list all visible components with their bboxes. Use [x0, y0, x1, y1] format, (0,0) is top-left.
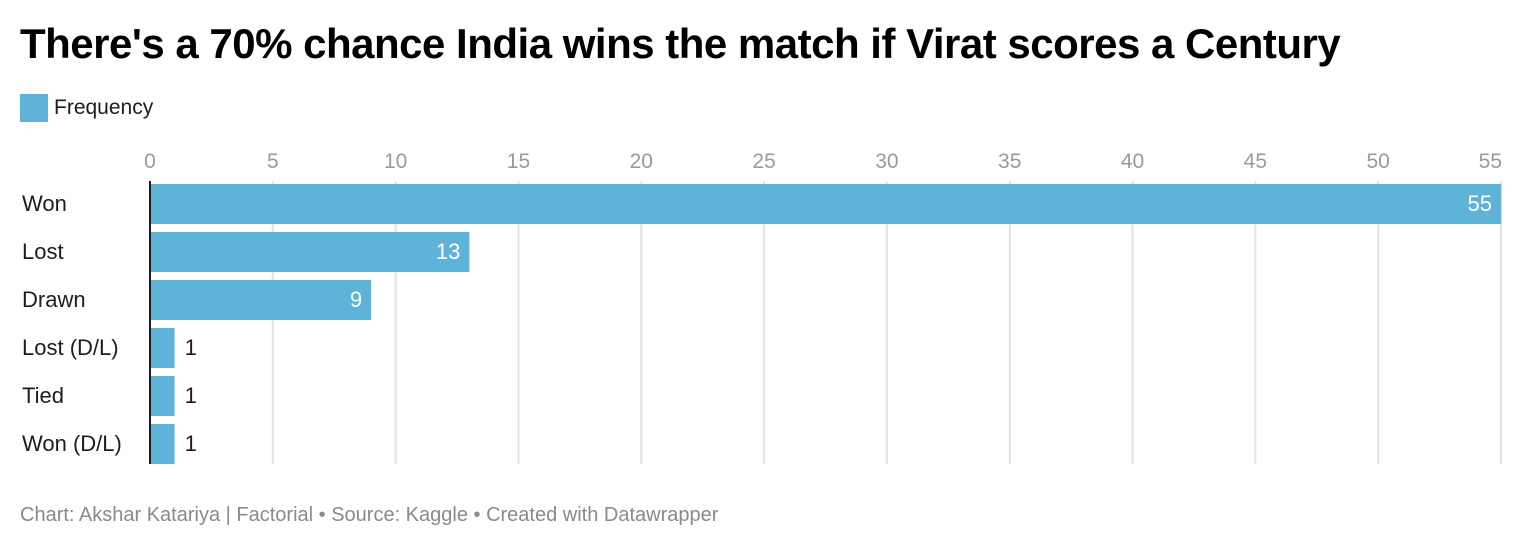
x-tick-label: 45 [1244, 150, 1267, 173]
category-label: Lost (D/L) [22, 335, 119, 360]
bar [150, 184, 1501, 224]
x-tick-label: 30 [875, 150, 898, 173]
x-tick-label: 25 [752, 150, 775, 173]
data-label: 1 [185, 335, 197, 360]
x-tick-label: 20 [630, 150, 653, 173]
chart-title: There's a 70% chance India wins the matc… [20, 20, 1341, 67]
bar [150, 376, 175, 416]
bar [150, 328, 175, 368]
bar [150, 424, 175, 464]
bar [150, 280, 372, 320]
data-label: 1 [185, 431, 197, 456]
legend-swatch [20, 94, 48, 122]
data-label: 9 [350, 287, 362, 312]
category-label: Tied [22, 383, 64, 408]
x-tick-label: 10 [384, 150, 407, 173]
category-label: Won (D/L) [22, 431, 122, 456]
x-tick-label: 55 [1479, 150, 1502, 173]
category-label: Won [22, 191, 67, 216]
x-tick-label: 0 [144, 150, 156, 173]
data-label: 55 [1468, 191, 1492, 216]
x-tick-label: 40 [1121, 150, 1144, 173]
category-label: Lost [22, 239, 64, 264]
bar [150, 232, 470, 272]
legend: Frequency [20, 94, 153, 122]
x-tick-label: 35 [998, 150, 1021, 173]
chart-footer: Chart: Akshar Katariya | Factorial • Sou… [20, 504, 719, 526]
legend-label: Frequency [54, 96, 154, 119]
data-label: 1 [185, 383, 197, 408]
x-tick-label: 15 [507, 150, 530, 173]
x-tick-label: 5 [267, 150, 279, 173]
x-tick-label: 50 [1367, 150, 1390, 173]
bar-chart: 0 5 10 15 20 25 30 35 40 45 50 55 Won 55 Lost 13 Drawn 9 L… [22, 150, 1502, 464]
data-label: 13 [436, 239, 460, 264]
category-label: Drawn [22, 287, 86, 312]
